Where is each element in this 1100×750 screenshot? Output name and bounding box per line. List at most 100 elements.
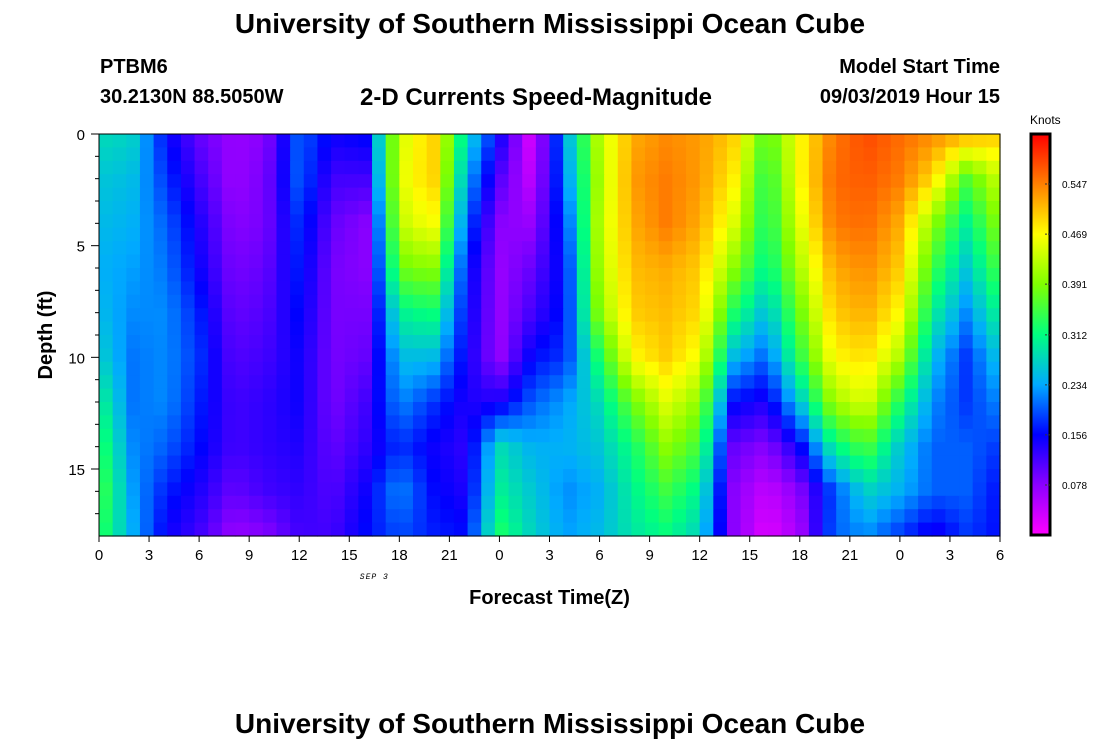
heatmap-cell — [235, 294, 250, 309]
heatmap-cell — [426, 482, 441, 497]
heatmap-cell — [180, 321, 196, 336]
heatmap-cell — [112, 415, 127, 430]
heatmap-cell — [986, 281, 1001, 296]
heatmap-cell — [276, 402, 291, 416]
heatmap-cell — [139, 227, 155, 242]
heatmap-cell — [904, 281, 919, 296]
heatmap-cell — [426, 348, 441, 363]
heatmap-cell — [412, 375, 428, 390]
heatmap-cell — [139, 174, 155, 189]
heatmap-cell — [645, 254, 660, 269]
heatmap-cell — [604, 415, 619, 430]
heatmap-cell — [508, 522, 523, 537]
heatmap-cell — [808, 281, 824, 296]
heatmap-cell — [959, 415, 974, 430]
heatmap-cell — [126, 241, 141, 256]
heatmap-cell — [658, 227, 673, 242]
heatmap-cell — [849, 254, 865, 269]
heatmap-cell — [208, 147, 223, 162]
heatmap-cell — [767, 375, 783, 390]
heatmap-cell — [385, 388, 400, 403]
heatmap-cell — [877, 201, 892, 215]
heatmap-cell — [781, 147, 796, 162]
heatmap-cell — [153, 375, 168, 390]
heatmap-cell — [549, 348, 564, 363]
colorbar-tick-label: 0.078 — [1062, 481, 1087, 492]
y-axis-label: Depth (ft) — [35, 291, 57, 380]
heatmap-cell — [221, 335, 237, 349]
heatmap-cell — [494, 428, 510, 443]
heatmap-cell — [180, 361, 196, 376]
heatmap-cell — [139, 254, 155, 269]
heatmap-cell — [522, 174, 537, 189]
heatmap-cell — [931, 160, 946, 175]
heatmap-cell — [358, 308, 373, 323]
heatmap-cell — [836, 187, 851, 202]
heatmap-cell — [549, 415, 564, 430]
heatmap-cell — [535, 214, 551, 229]
heatmap-cell — [508, 388, 523, 403]
heatmap-cell — [180, 428, 196, 443]
heatmap-cell — [767, 321, 783, 336]
heatmap-cell — [836, 482, 851, 497]
heatmap-cell — [617, 509, 633, 524]
heatmap-cell — [412, 495, 428, 510]
heatmap-cell — [699, 522, 714, 537]
heatmap-cell — [180, 294, 196, 309]
heatmap-cell — [863, 321, 878, 336]
heatmap-cell — [959, 388, 974, 403]
heatmap-cell — [699, 134, 714, 148]
heatmap-cell — [631, 214, 646, 229]
heatmap-cell — [453, 174, 469, 189]
heatmap-cell — [290, 388, 305, 403]
heatmap-cell — [208, 469, 223, 483]
heatmap-cell — [808, 227, 824, 242]
heatmap-cell — [604, 254, 619, 269]
heatmap-cell — [918, 281, 933, 296]
heatmap-cell — [931, 254, 946, 269]
heatmap-cell — [303, 455, 319, 470]
heatmap-cell — [99, 241, 114, 256]
heatmap-cell — [221, 375, 237, 390]
heatmap-cell — [235, 160, 250, 175]
y-tick-label: 10 — [68, 350, 85, 367]
heatmap-cell — [726, 160, 742, 175]
heatmap-cell — [399, 187, 414, 202]
heatmap-cell — [822, 227, 837, 242]
heatmap-cell — [890, 241, 906, 256]
heatmap-cell — [290, 214, 305, 229]
heatmap-cell — [658, 134, 673, 148]
heatmap-cell — [412, 214, 428, 229]
heatmap-cell — [453, 375, 469, 390]
heatmap-cell — [481, 442, 496, 457]
heatmap-cell — [631, 254, 646, 269]
heatmap-cell — [672, 335, 687, 349]
heatmap-cell — [99, 428, 114, 443]
heatmap-cell — [221, 268, 237, 282]
heatmap-cell — [385, 147, 400, 162]
heatmap-cell — [890, 522, 906, 537]
heatmap-cell — [167, 482, 182, 497]
heatmap-cell — [453, 268, 469, 282]
heatmap-cell — [522, 375, 537, 390]
heatmap-cell — [740, 469, 755, 483]
heatmap-cell — [508, 254, 523, 269]
heatmap-cell — [508, 227, 523, 242]
heatmap-cell — [631, 469, 646, 483]
heatmap-cell — [344, 227, 359, 242]
heatmap-cell — [194, 147, 209, 162]
heatmap-cell — [699, 254, 714, 269]
heatmap-cell — [426, 442, 441, 457]
heatmap-cell — [194, 187, 209, 202]
heatmap-cell — [672, 254, 687, 269]
heatmap-cell — [931, 482, 946, 497]
heatmap-cell — [522, 509, 537, 524]
heatmap-cell — [959, 348, 974, 363]
heatmap-cell — [972, 509, 987, 524]
heatmap-cell — [481, 254, 496, 269]
heatmap-cell — [877, 388, 892, 403]
heatmap-cell — [767, 455, 783, 470]
heatmap-cell — [467, 214, 482, 229]
heatmap-cell — [877, 187, 892, 202]
heatmap-cell — [563, 348, 578, 363]
